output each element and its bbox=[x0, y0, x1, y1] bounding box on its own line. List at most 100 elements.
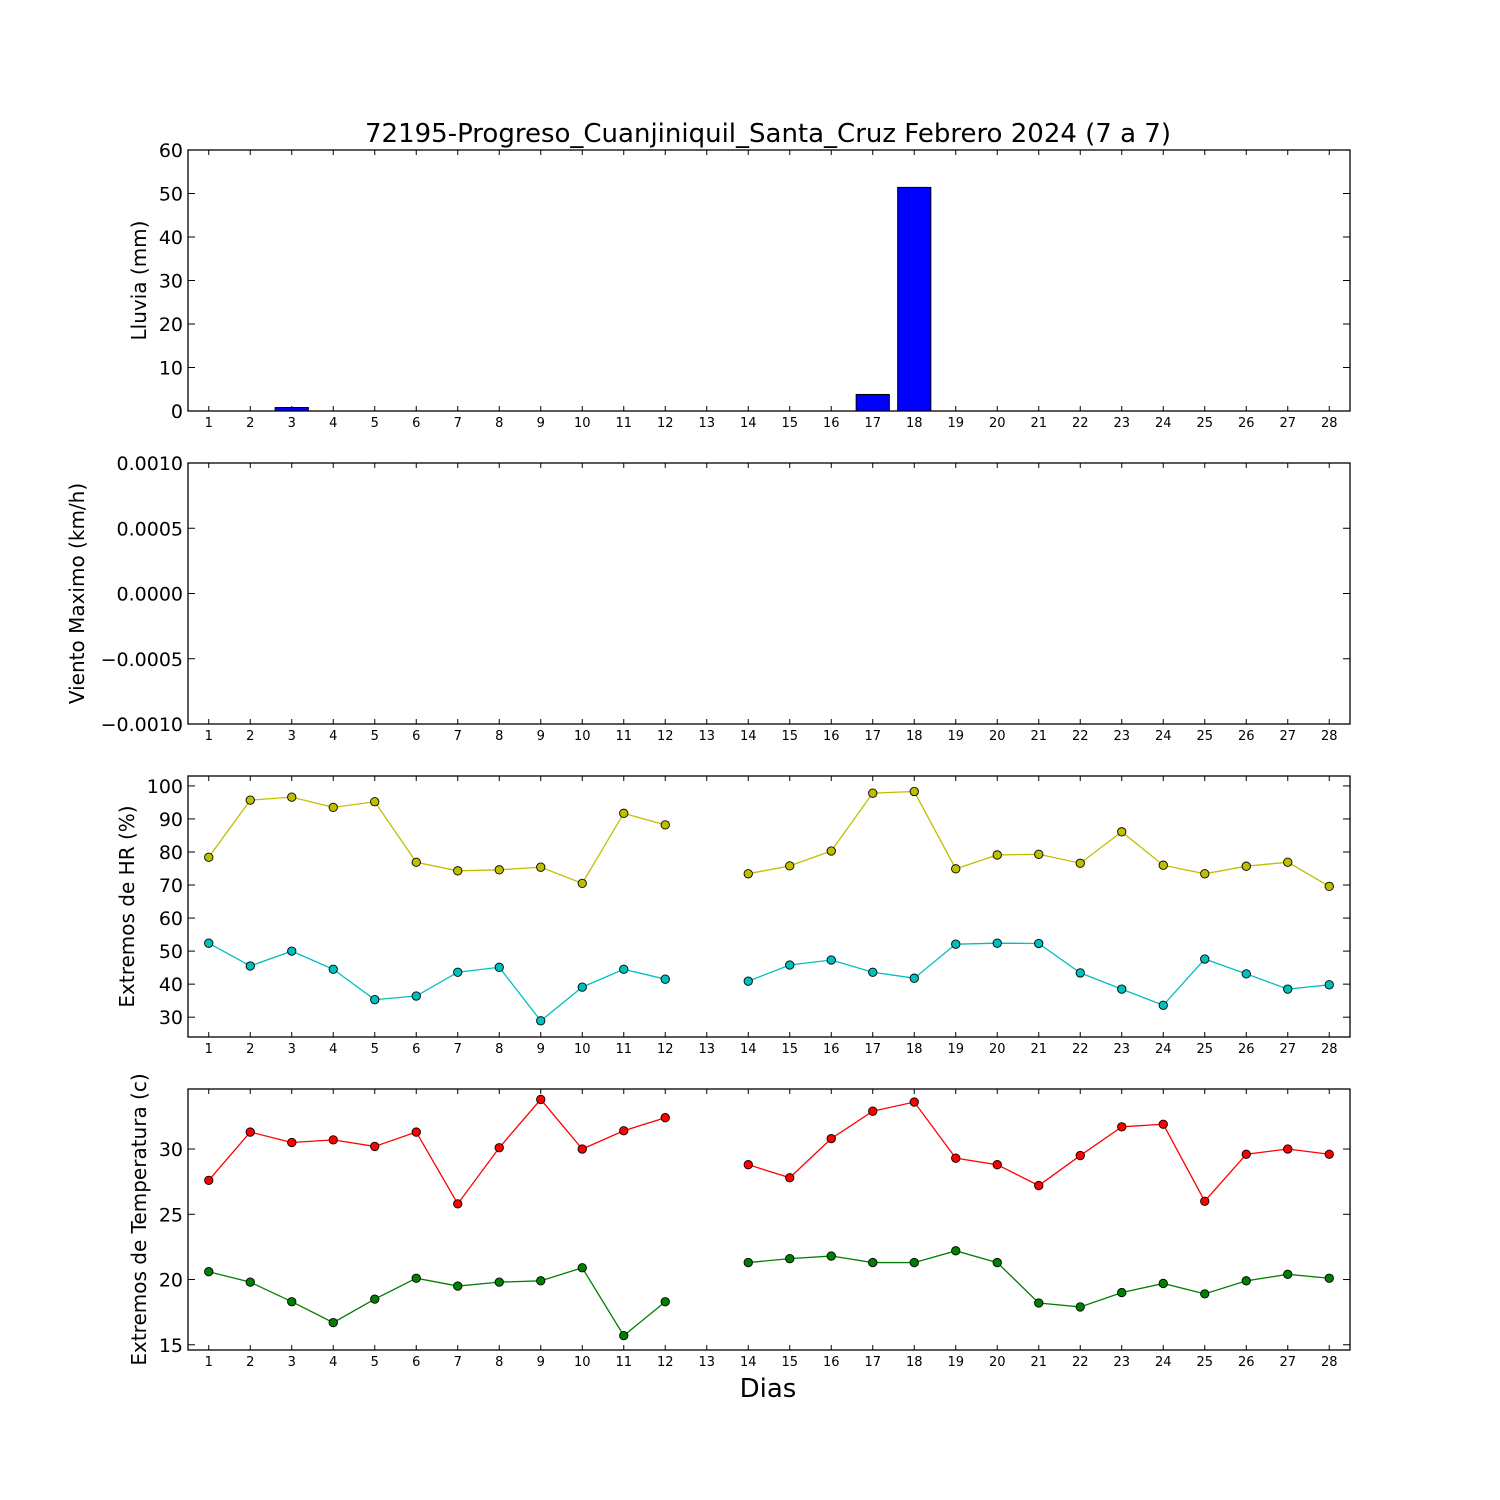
series-1-line bbox=[208, 796, 666, 885]
series-1-point-day-1 bbox=[204, 1175, 214, 1186]
series-2-point-day-21 bbox=[1034, 938, 1044, 949]
series-2-point-day-14 bbox=[743, 1257, 753, 1268]
series-2-point-day-15 bbox=[785, 960, 795, 970]
x-tick-label: 14 bbox=[740, 1042, 757, 1057]
series-1-point-day-12 bbox=[660, 820, 670, 830]
x-tick-label: 11 bbox=[615, 729, 632, 744]
series-1-point-day-20 bbox=[992, 1160, 1002, 1170]
chart-title: 72195-Progreso_Cuanjiniquil_Santa_Cruz F… bbox=[365, 119, 1171, 149]
x-tick-label: 25 bbox=[1196, 1355, 1213, 1370]
series-2-point-day-8 bbox=[494, 962, 504, 972]
x-tick-label: 18 bbox=[906, 729, 923, 744]
series-1-point-day-6 bbox=[411, 1127, 421, 1137]
x-tick-label: 3 bbox=[288, 729, 296, 744]
y-tick-label: −0.0010 bbox=[101, 714, 183, 736]
series-2-point-day-14 bbox=[743, 976, 753, 986]
x-tick-label: 26 bbox=[1238, 729, 1255, 744]
series-1-point-day-9 bbox=[536, 862, 546, 872]
y-axis-label: Lluvia (mm) bbox=[127, 221, 151, 341]
x-tick-label: 12 bbox=[657, 1355, 674, 1370]
x-tick-label: 24 bbox=[1155, 1042, 1172, 1057]
series-1-point-day-25 bbox=[1200, 869, 1210, 879]
x-tick-label: 22 bbox=[1072, 729, 1089, 744]
series-1-point-day-18 bbox=[909, 786, 919, 797]
x-tick-label: 11 bbox=[615, 416, 632, 431]
x-tick-label: 4 bbox=[329, 416, 337, 431]
series-2-point-day-16 bbox=[826, 955, 836, 965]
x-tick-label: 18 bbox=[906, 416, 923, 431]
series-2-point-day-7 bbox=[453, 1281, 463, 1291]
series-2-point-day-26 bbox=[1241, 1276, 1251, 1286]
y-tick-label: 30 bbox=[159, 271, 183, 293]
y-axis-label: Extremos de Temperatura (c) bbox=[127, 1073, 151, 1365]
x-tick-label: 26 bbox=[1238, 416, 1255, 431]
y-tick-label: 70 bbox=[159, 875, 183, 897]
x-tick-label: 13 bbox=[698, 1042, 715, 1057]
series-1-point-day-9 bbox=[536, 1094, 546, 1105]
x-tick-label: 9 bbox=[537, 416, 545, 431]
x-tick-label: 10 bbox=[574, 1042, 591, 1057]
series-1-point-day-10 bbox=[577, 1144, 587, 1154]
y-tick-label: 0 bbox=[171, 401, 183, 423]
x-tick-label: 19 bbox=[947, 1042, 964, 1057]
y-tick-label: 30 bbox=[159, 1139, 183, 1161]
x-tick-label: 23 bbox=[1113, 416, 1130, 431]
x-tick-label: 16 bbox=[823, 416, 840, 431]
x-tick-label: 20 bbox=[989, 1355, 1006, 1370]
x-tick-label: 28 bbox=[1321, 729, 1338, 744]
x-tick-label: 22 bbox=[1072, 416, 1089, 431]
x-tick-label: 25 bbox=[1196, 729, 1213, 744]
series-1-point-day-8 bbox=[494, 1143, 504, 1153]
series-1-point-day-12 bbox=[660, 1113, 670, 1123]
panel-2: 1 2 3 4 5 6 7 8 9 10 11 12 13 14 15 16 17 18 19 20 21 22 23 24 2… bbox=[65, 453, 1351, 744]
panels: 1 2 3 4 5 6 7 8 9 10 11 12 13 14 15 16 17 18 19 20 21 22 23 24 2… bbox=[65, 140, 1351, 1370]
series-1-point-day-16 bbox=[826, 1133, 836, 1144]
bar-day-3 bbox=[274, 407, 309, 412]
axes-frame bbox=[187, 775, 1351, 1038]
x-tick-label: 19 bbox=[947, 729, 964, 744]
x-tick-label: 7 bbox=[454, 1355, 462, 1370]
series-2-point-day-2 bbox=[245, 961, 255, 971]
x-tick-label: 12 bbox=[657, 1042, 674, 1057]
x-tick-label: 2 bbox=[246, 729, 254, 744]
x-tick-label: 11 bbox=[615, 1042, 632, 1057]
x-tick-label: 6 bbox=[412, 1042, 420, 1057]
y-tick-label: 0.0005 bbox=[117, 518, 183, 540]
x-tick-label: 24 bbox=[1155, 729, 1172, 744]
x-tick-label: 1 bbox=[205, 1042, 213, 1057]
series-2-point-day-12 bbox=[660, 974, 670, 984]
x-tick-label: 15 bbox=[781, 1355, 798, 1370]
series-1-line bbox=[208, 1098, 666, 1206]
series-1-point-day-10 bbox=[577, 878, 587, 889]
series-2-line bbox=[208, 1267, 666, 1337]
x-tick-label: 25 bbox=[1196, 1042, 1213, 1057]
series-1-point-day-16 bbox=[826, 846, 836, 856]
x-tick-label: 6 bbox=[412, 729, 420, 744]
x-tick-label: 20 bbox=[989, 729, 1006, 744]
series-1-point-day-20 bbox=[992, 850, 1002, 860]
series-2-point-day-16 bbox=[826, 1251, 836, 1261]
x-tick-label: 5 bbox=[371, 416, 379, 431]
series-1-point-day-3 bbox=[287, 792, 297, 802]
series-1-point-day-23 bbox=[1117, 1122, 1127, 1132]
y-tick-label: 0.0000 bbox=[117, 584, 183, 606]
series-1-point-day-7 bbox=[453, 866, 463, 876]
x-tick-label: 4 bbox=[329, 1042, 337, 1057]
x-tick-label: 2 bbox=[246, 416, 254, 431]
x-tick-label: 13 bbox=[698, 1355, 715, 1370]
bar-day-17 bbox=[855, 393, 890, 412]
x-tick-label: 7 bbox=[454, 729, 462, 744]
series-2-point-day-28 bbox=[1324, 980, 1334, 990]
y-tick-label: 10 bbox=[159, 358, 183, 380]
x-tick-label: 15 bbox=[781, 729, 798, 744]
x-tick-label: 5 bbox=[371, 1042, 379, 1057]
x-tick-label: 27 bbox=[1279, 1042, 1296, 1057]
series-1-point-day-19 bbox=[951, 1153, 961, 1163]
series-2-point-day-9 bbox=[536, 1276, 546, 1286]
series-2-point-day-24 bbox=[1158, 1000, 1168, 1010]
series-1-point-day-1 bbox=[204, 852, 214, 862]
x-tick-label: 17 bbox=[864, 1355, 881, 1370]
series-2-point-day-19 bbox=[951, 939, 961, 949]
series-2-point-day-9 bbox=[536, 1016, 546, 1026]
series-1-point-day-15 bbox=[785, 861, 795, 871]
